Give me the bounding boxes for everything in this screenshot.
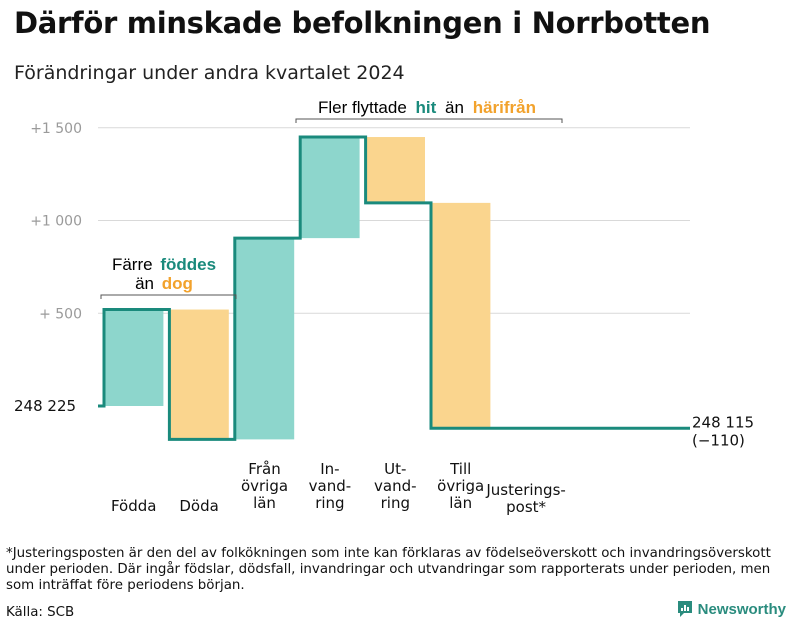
category-label-2-0: Från: [248, 460, 280, 478]
migration-highlight-hit: hit: [416, 98, 437, 117]
chart-subtitle: Förändringar under andra kvartalet 2024: [14, 62, 405, 84]
end-change-label: (−110): [692, 431, 745, 449]
category-label-5-2: län: [449, 494, 472, 512]
category-label-5-1: övriga: [437, 477, 484, 495]
y-tick-label-500: + 500: [39, 306, 82, 322]
bar-döda: [169, 309, 229, 440]
migration-bracket: [295, 118, 563, 123]
category-label-3-0: In-: [320, 460, 339, 478]
start-value-label: 248 225: [14, 397, 76, 415]
category-label-6-1: post*: [506, 498, 546, 516]
births-annotation-line1: Färre föddes: [112, 255, 216, 274]
brand-name: Newsworthy: [697, 600, 786, 618]
category-label-0-0: Födda: [111, 497, 157, 515]
bar-födda: [104, 309, 164, 406]
footnote: *Justeringsposten är den del av folkökni…: [6, 546, 771, 593]
migration-annotation: Fler flyttade hit än härifrån: [318, 98, 536, 117]
births-annotation-text2: än: [135, 274, 154, 293]
bar-invandring: [300, 137, 360, 239]
category-label-5-0: Till: [449, 460, 471, 478]
category-label-1-0: Döda: [179, 497, 218, 515]
category-label-3-2: ring: [315, 494, 344, 512]
brand-logo[interactable]: Newsworthy: [677, 600, 786, 618]
births-annotation-text1: Färre: [112, 255, 153, 274]
migration-annotation-text2: än: [445, 98, 464, 117]
migration-highlight-harifran: härifrån: [473, 98, 536, 117]
births-annotation-line2: än dog: [135, 274, 193, 293]
source-label: Källa: SCB: [6, 605, 75, 620]
births-highlight-dog: dog: [162, 274, 193, 293]
births-bracket: [100, 294, 237, 299]
end-value-label: 248 115: [692, 413, 754, 431]
newsworthy-logo-icon: [677, 601, 692, 617]
category-label-3-1: vand-: [309, 477, 352, 495]
migration-annotation-text1: Fler flyttade: [318, 98, 407, 117]
y-tick-label-1000: +1 000: [30, 214, 82, 230]
category-label-4-0: Ut-: [384, 460, 406, 478]
y-tick-label-1500: +1 500: [30, 121, 82, 137]
chart-title: Därför minskade befolkningen i Norrbotte…: [14, 6, 711, 40]
category-label-2-2: län: [253, 494, 276, 512]
category-label-2-1: övriga: [241, 477, 288, 495]
category-label-6-0: Justerings-: [485, 481, 565, 499]
category-label-4-1: vand-: [374, 477, 417, 495]
cumulative-step-line: [98, 135, 690, 441]
births-highlight-fodda: föddes: [160, 255, 216, 274]
bar-tillövrigalän: [431, 202, 491, 429]
bar-utvandring: [365, 137, 425, 203]
category-label-4-2: ring: [381, 494, 410, 512]
bar-frånövrigalän: [234, 238, 295, 440]
